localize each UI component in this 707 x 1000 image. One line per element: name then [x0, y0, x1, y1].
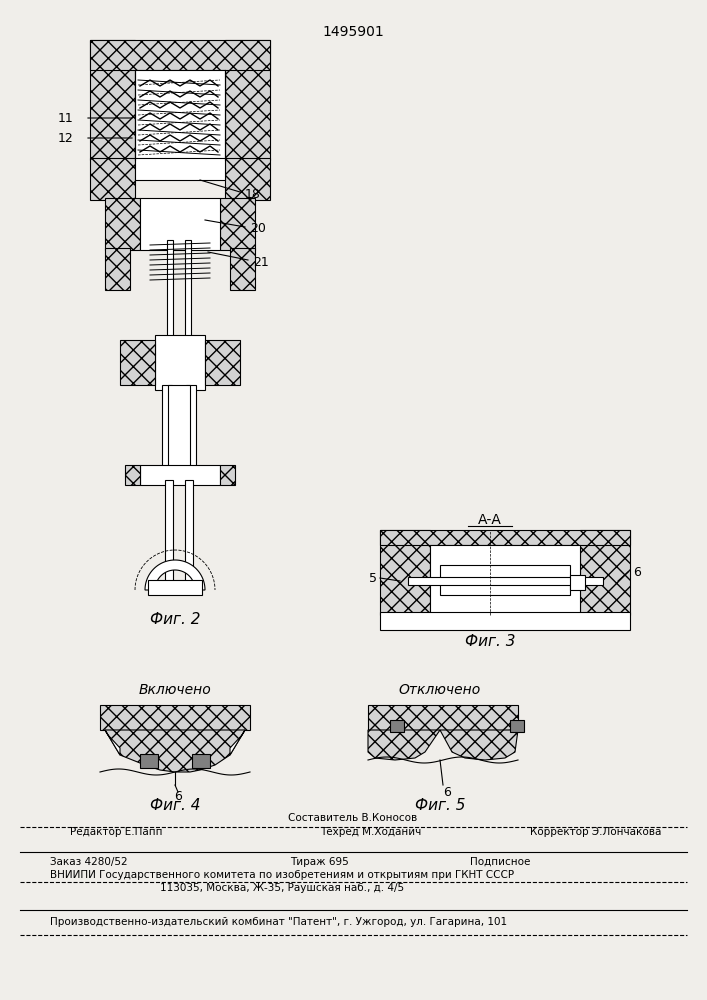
Bar [140, 465, 220, 485]
Bar [100, 705, 250, 730]
Bar [220, 465, 235, 485]
Text: Фиг. 3: Фиг. 3 [464, 635, 515, 650]
Bar [580, 530, 630, 615]
Text: 11: 11 [57, 111, 73, 124]
Bar [167, 240, 173, 340]
Text: 20: 20 [250, 223, 266, 235]
Bar [186, 385, 196, 470]
Polygon shape [230, 730, 245, 755]
Bar [185, 240, 191, 340]
Text: Тираж 695: Тираж 695 [290, 857, 349, 867]
Bar [368, 705, 518, 730]
Bar [380, 530, 430, 615]
Text: 18: 18 [245, 188, 261, 200]
Text: 5: 5 [369, 572, 377, 584]
Bar [380, 530, 630, 545]
Text: 21: 21 [253, 255, 269, 268]
Text: Составитель В.Коносов: Составитель В.Коносов [288, 813, 418, 823]
Bar [105, 248, 130, 290]
Text: 113035, Москва, Ж-35, Раушская наб., д. 4/5: 113035, Москва, Ж-35, Раушская наб., д. … [160, 883, 404, 893]
Polygon shape [105, 730, 245, 772]
Text: 6: 6 [174, 790, 182, 802]
Bar [168, 385, 190, 470]
Polygon shape [440, 730, 518, 760]
Text: ВНИИПИ Государственного комитета по изобретениям и открытиям при ГКНТ СССР: ВНИИПИ Государственного комитета по изоб… [50, 870, 514, 880]
Bar [120, 340, 155, 385]
Bar [220, 198, 255, 250]
Text: 6: 6 [633, 566, 641, 578]
Bar [148, 580, 202, 595]
Bar [90, 40, 270, 70]
Bar [430, 545, 580, 615]
Bar [408, 577, 603, 585]
Text: Отключено: Отключено [399, 683, 481, 697]
Bar [510, 720, 524, 732]
Text: Подписное: Подписное [470, 857, 530, 867]
Polygon shape [145, 560, 205, 590]
Bar [90, 40, 135, 160]
Bar [155, 335, 205, 390]
Bar [135, 70, 225, 160]
Bar [225, 158, 270, 200]
Bar [162, 385, 172, 470]
Text: 1495901: 1495901 [322, 25, 384, 39]
Bar [380, 612, 630, 630]
Bar [90, 158, 135, 200]
Bar [140, 198, 220, 250]
Bar [205, 340, 240, 385]
Text: Фиг. 2: Фиг. 2 [150, 612, 200, 628]
Text: Техред М.Ходанич: Техред М.Ходанич [320, 827, 421, 837]
Polygon shape [105, 730, 120, 755]
Bar [140, 754, 158, 768]
Text: Включено: Включено [139, 683, 211, 697]
Bar [135, 158, 225, 180]
Polygon shape [368, 730, 440, 760]
Text: Фиг. 5: Фиг. 5 [415, 798, 465, 812]
Text: Редактор Е.Папп: Редактор Е.Папп [70, 827, 163, 837]
Text: Производственно-издательский комбинат "Патент", г. Ужгород, ул. Гагарина, 101: Производственно-издательский комбинат "П… [50, 917, 507, 927]
Text: 12: 12 [57, 131, 73, 144]
Text: Корректор Э.Лончакова: Корректор Э.Лончакова [530, 827, 661, 837]
Bar [225, 40, 270, 160]
Bar [570, 575, 585, 590]
Bar [390, 720, 404, 732]
Bar [185, 480, 193, 590]
Bar [105, 198, 140, 250]
Bar [165, 480, 173, 590]
Text: А-А: А-А [478, 513, 502, 527]
Polygon shape [510, 730, 518, 750]
Text: Фиг. 4: Фиг. 4 [150, 798, 200, 812]
Text: Заказ 4280/52: Заказ 4280/52 [50, 857, 128, 867]
Bar [192, 754, 210, 768]
Bar [440, 565, 570, 595]
Bar [230, 248, 255, 290]
Bar [125, 465, 140, 485]
Text: 6: 6 [443, 786, 451, 798]
